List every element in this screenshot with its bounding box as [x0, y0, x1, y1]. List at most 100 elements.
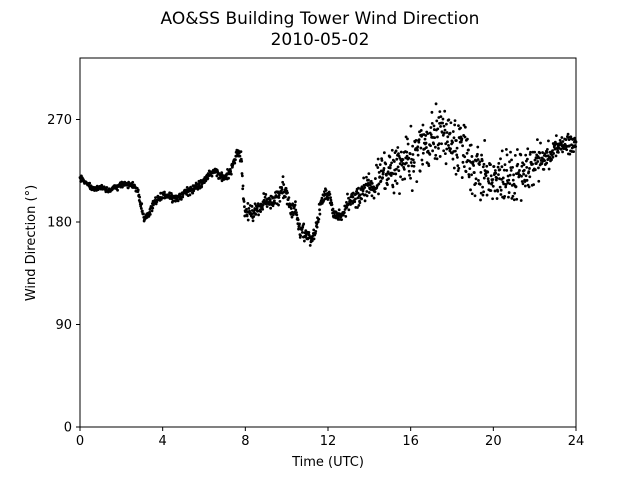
- data-point: [376, 166, 380, 169]
- data-point: [312, 237, 316, 241]
- data-point: [499, 157, 502, 161]
- y-tick-label: 270: [47, 113, 72, 128]
- data-point: [154, 202, 158, 206]
- data-point: [188, 193, 192, 197]
- data-point: [318, 212, 322, 216]
- data-point: [442, 131, 446, 135]
- data-point: [433, 145, 437, 149]
- data-point: [260, 205, 264, 209]
- data-point: [105, 186, 109, 189]
- data-point: [289, 212, 293, 216]
- data-point: [558, 138, 562, 142]
- data-point: [479, 198, 482, 202]
- data-point: [342, 211, 346, 215]
- data-point: [481, 165, 485, 169]
- data-point: [300, 230, 304, 234]
- data-point: [511, 178, 515, 182]
- data-point: [366, 181, 370, 185]
- data-point: [396, 146, 400, 149]
- data-point: [240, 174, 244, 178]
- data-point: [281, 175, 285, 179]
- data-point: [445, 147, 449, 151]
- data-point: [421, 162, 425, 166]
- data-point: [478, 160, 482, 164]
- data-point: [468, 167, 472, 171]
- data-point: [527, 185, 531, 189]
- data-point: [432, 124, 436, 128]
- data-point: [263, 195, 267, 199]
- data-point: [381, 170, 385, 174]
- x-tick-label: 24: [568, 434, 585, 449]
- data-point: [347, 196, 350, 200]
- data-point: [494, 171, 498, 175]
- data-point: [356, 206, 359, 209]
- data-point: [121, 185, 124, 189]
- data-point: [528, 167, 531, 170]
- data-point: [370, 194, 374, 198]
- x-tick-label: 0: [76, 434, 84, 449]
- data-point: [406, 137, 409, 141]
- data-point: [277, 193, 281, 197]
- data-point: [437, 146, 440, 150]
- data-point: [462, 123, 466, 127]
- data-point: [405, 161, 408, 165]
- data-point: [397, 152, 400, 156]
- data-point: [467, 148, 470, 152]
- data-point: [358, 193, 362, 197]
- data-point: [485, 193, 489, 197]
- data-point: [392, 172, 396, 176]
- data-point: [536, 160, 540, 163]
- plot-frame: [79, 57, 577, 428]
- data-point: [131, 180, 135, 184]
- data-point: [345, 200, 348, 204]
- data-point: [467, 173, 471, 176]
- data-point: [142, 212, 145, 216]
- data-point: [200, 185, 204, 189]
- data-point: [140, 209, 144, 213]
- data-point: [480, 153, 483, 157]
- data-point: [425, 146, 428, 149]
- data-point: [520, 164, 524, 168]
- data-point: [449, 147, 452, 151]
- data-point: [396, 165, 400, 169]
- data-point: [454, 139, 458, 142]
- data-point: [485, 164, 489, 168]
- data-point: [294, 200, 297, 204]
- data-point: [507, 191, 511, 194]
- data-point: [456, 164, 460, 168]
- data-point: [289, 207, 293, 210]
- data-point: [463, 125, 467, 129]
- data-point: [360, 197, 364, 201]
- data-point: [444, 142, 448, 146]
- data-point: [388, 166, 392, 170]
- data-point: [515, 197, 519, 201]
- data-point: [568, 144, 571, 148]
- data-point: [520, 174, 523, 178]
- data-point: [295, 213, 299, 217]
- data-point: [372, 196, 376, 200]
- data-point: [403, 177, 407, 181]
- data-point: [561, 150, 564, 154]
- data-point: [312, 228, 316, 232]
- data-point: [239, 150, 243, 154]
- data-point: [412, 164, 416, 168]
- data-point: [448, 131, 452, 135]
- data-point: [375, 163, 378, 167]
- data-point: [541, 151, 544, 154]
- data-point: [564, 138, 568, 142]
- data-point: [561, 140, 565, 143]
- data-point: [315, 222, 319, 226]
- data-point: [516, 162, 520, 166]
- data-point: [491, 197, 494, 201]
- data-point: [239, 157, 243, 161]
- data-point: [524, 153, 528, 157]
- data-point: [257, 213, 260, 217]
- data-point: [476, 152, 479, 156]
- data-point: [379, 169, 383, 173]
- data-point: [480, 159, 484, 163]
- data-point: [247, 206, 251, 210]
- data-point: [127, 180, 130, 184]
- data-point: [545, 161, 549, 165]
- data-point: [229, 172, 233, 176]
- data-point: [261, 207, 265, 211]
